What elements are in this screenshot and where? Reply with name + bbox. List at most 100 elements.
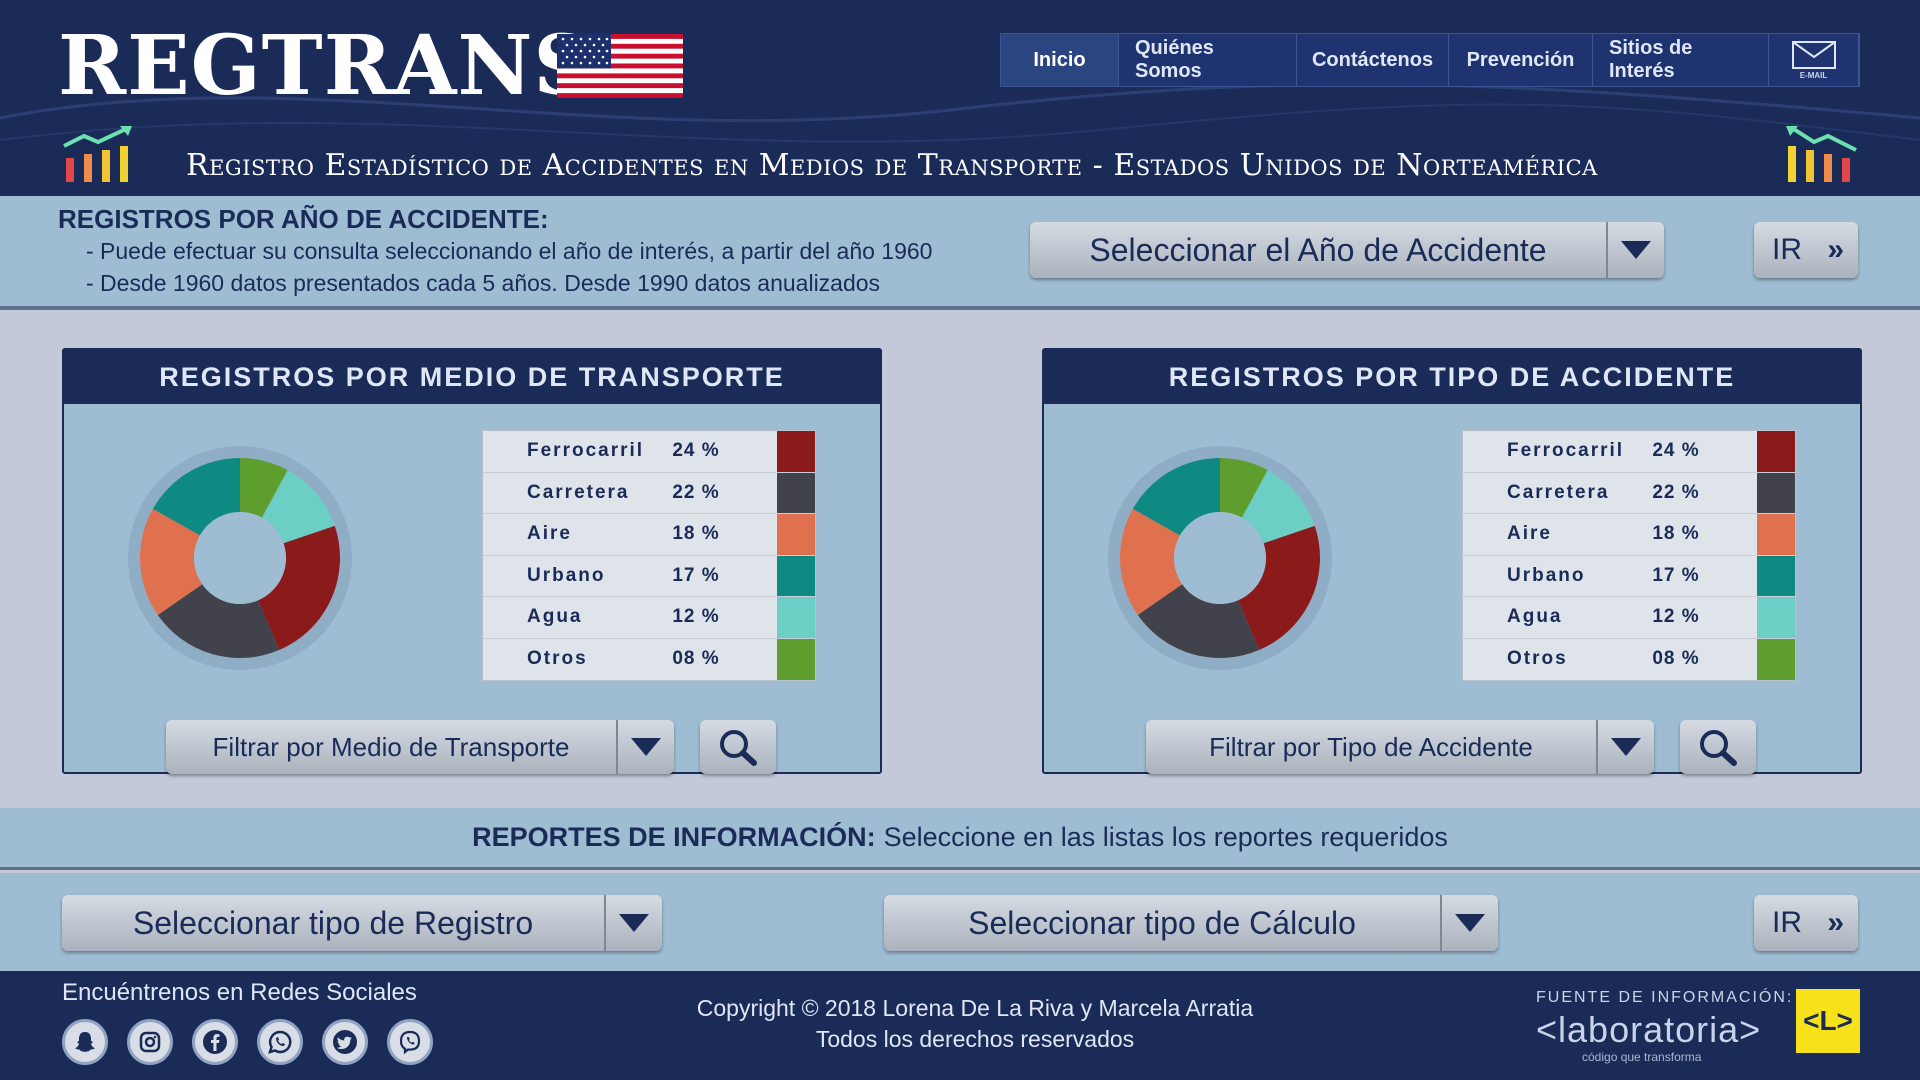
legend-swatch [1757,473,1795,514]
chevron-down-icon [604,895,662,951]
instagram-link[interactable] [127,1019,173,1065]
calc-type-label: Seleccionar tipo de Cálculo [884,905,1440,942]
legend-row-carretera: Carretera 22 % [1463,473,1795,515]
copyright-line-2: Todos los derechos reservados [600,1024,1350,1055]
accident-panel: REGISTROS POR TIPO DE ACCIDENTE Ferrocar… [1042,348,1862,774]
transport-filter-label: Filtrar por Medio de Transporte [166,732,616,763]
register-type-select[interactable]: Seleccionar tipo de Registro [62,895,662,951]
year-section-note-2: - Desde 1960 datos presentados cada 5 añ… [86,270,880,297]
legend-swatch [777,639,815,681]
legend-swatch [1757,556,1795,597]
legend-value: 18 % [649,523,743,545]
legend-swatch [777,597,815,638]
reports-go-label: IR [1772,906,1802,940]
legend-swatch [777,556,815,597]
chart-decline-icon [1784,124,1864,184]
legend-swatch [1757,514,1795,555]
twitter-link[interactable] [322,1019,368,1065]
nav-contactenos[interactable]: Contáctenos [1297,34,1449,86]
legend-label: Otros [483,648,649,670]
legend-row-agua: Agua 12 % [1463,597,1795,639]
reports-controls: Seleccionar tipo de Registro Seleccionar… [0,873,1920,971]
legend-row-aire: Aire 18 % [1463,514,1795,556]
footer: Encuéntrenos en Redes Sociales [0,971,1920,1080]
nav-quienes-somos[interactable]: Quiénes Somos [1119,34,1297,86]
reports-text: Seleccione en las listas los reportes re… [884,822,1448,853]
calc-type-select[interactable]: Seleccionar tipo de Cálculo [884,895,1498,951]
transport-panel-title: REGISTROS POR MEDIO DE TRANSPORTE [64,350,880,404]
legend-value: 17 % [1629,565,1723,587]
legend-swatch [1757,639,1795,681]
legend-label: Urbano [483,565,649,587]
donut-hole [194,512,286,604]
legend-value: 08 % [649,648,743,670]
legend-label: Carretera [483,482,649,504]
transport-panel: REGISTROS POR MEDIO DE TRANSPORTE Ferroc… [62,348,882,774]
nav-email[interactable]: E-MAIL [1769,34,1859,86]
chevron-down-icon [1606,222,1664,278]
accident-donut-chart [1080,418,1360,698]
legend-value: 08 % [1629,648,1723,670]
legend-swatch [777,473,815,514]
facebook-icon [202,1029,228,1055]
legend-label: Carretera [1463,482,1629,504]
legend-label: Aire [483,523,649,545]
legend-value: 24 % [1629,440,1723,462]
chevron-down-icon [1440,895,1498,951]
copyright: Copyright © 2018 Lorena De La Riva y Mar… [600,993,1350,1055]
chevron-down-icon [1596,720,1654,774]
nav-inicio[interactable]: Inicio [1001,34,1119,86]
legend-label: Ferrocarril [1463,440,1629,462]
twitter-icon [332,1029,358,1055]
email-label: E-MAIL [1800,71,1828,80]
accident-legend: Ferrocarril 24 % Carretera 22 % Aire 18 % Urba… [1462,430,1796,681]
search-icon [716,727,760,767]
laboratoria-logo[interactable]: <laboratoria> [1536,1009,1761,1051]
viber-link[interactable] [387,1019,433,1065]
legend-swatch [1757,597,1795,638]
legend-value: 17 % [649,565,743,587]
legend-swatch [1757,431,1795,472]
legend-value: 12 % [1629,606,1723,628]
reports-title: REPORTES DE INFORMACIÓN: [472,822,876,853]
laboratoria-badge[interactable]: <L> [1796,989,1860,1053]
legend-label: Ferrocarril [483,440,649,462]
laboratoria-tagline: código que transforma [1582,1050,1701,1064]
accident-search-button[interactable] [1680,720,1756,774]
legend-swatch [777,514,815,555]
snapchat-link[interactable] [62,1019,108,1065]
chart-growth-icon [62,124,142,184]
nav-prevencion[interactable]: Prevención [1449,34,1593,86]
legend-row-agua: Agua 12 % [483,597,815,639]
double-chevron-right-icon: » [1827,906,1844,940]
legend-value: 18 % [1629,523,1723,545]
mail-icon [1792,41,1836,69]
accident-filter-select[interactable]: Filtrar por Tipo de Accidente [1146,720,1654,774]
legend-value: 22 % [649,482,743,504]
legend-label: Agua [483,606,649,628]
year-select-label: Seleccionar el Año de Accidente [1030,232,1606,269]
nav-sitios-de-interes[interactable]: Sitios de Interés [1593,34,1769,86]
legend-row-ferrocarril: Ferrocarril 24 % [483,431,815,473]
legend-label: Agua [1463,606,1629,628]
whatsapp-link[interactable] [257,1019,303,1065]
facebook-link[interactable] [192,1019,238,1065]
legend-value: 24 % [649,440,743,462]
transport-search-button[interactable] [700,720,776,774]
legend-swatch [777,431,815,472]
site-logo[interactable]: REGTRANS [58,18,594,114]
reports-go-button[interactable]: IR » [1754,895,1858,951]
header: REGTRANS Inicio Quiénes Somos Contácteno… [0,0,1920,196]
transport-legend: Ferrocarril 24 % Carretera 22 % Aire 18 % Urba… [482,430,816,681]
accident-panel-title: REGISTROS POR TIPO DE ACCIDENTE [1044,350,1860,404]
reports-header: REPORTES DE INFORMACIÓN: Seleccione en l… [0,808,1920,870]
register-type-label: Seleccionar tipo de Registro [62,905,604,942]
donut-hole [1174,512,1266,604]
transport-filter-select[interactable]: Filtrar por Medio de Transporte [166,720,674,774]
source-label: FUENTE DE INFORMACIÓN: [1536,989,1793,1007]
year-select[interactable]: Seleccionar el Año de Accidente [1030,222,1664,278]
year-go-button[interactable]: IR » [1754,222,1858,278]
accident-filter-label: Filtrar por Tipo de Accidente [1146,732,1596,763]
us-flag-icon [557,34,683,98]
legend-row-urbano: Urbano 17 % [1463,556,1795,598]
